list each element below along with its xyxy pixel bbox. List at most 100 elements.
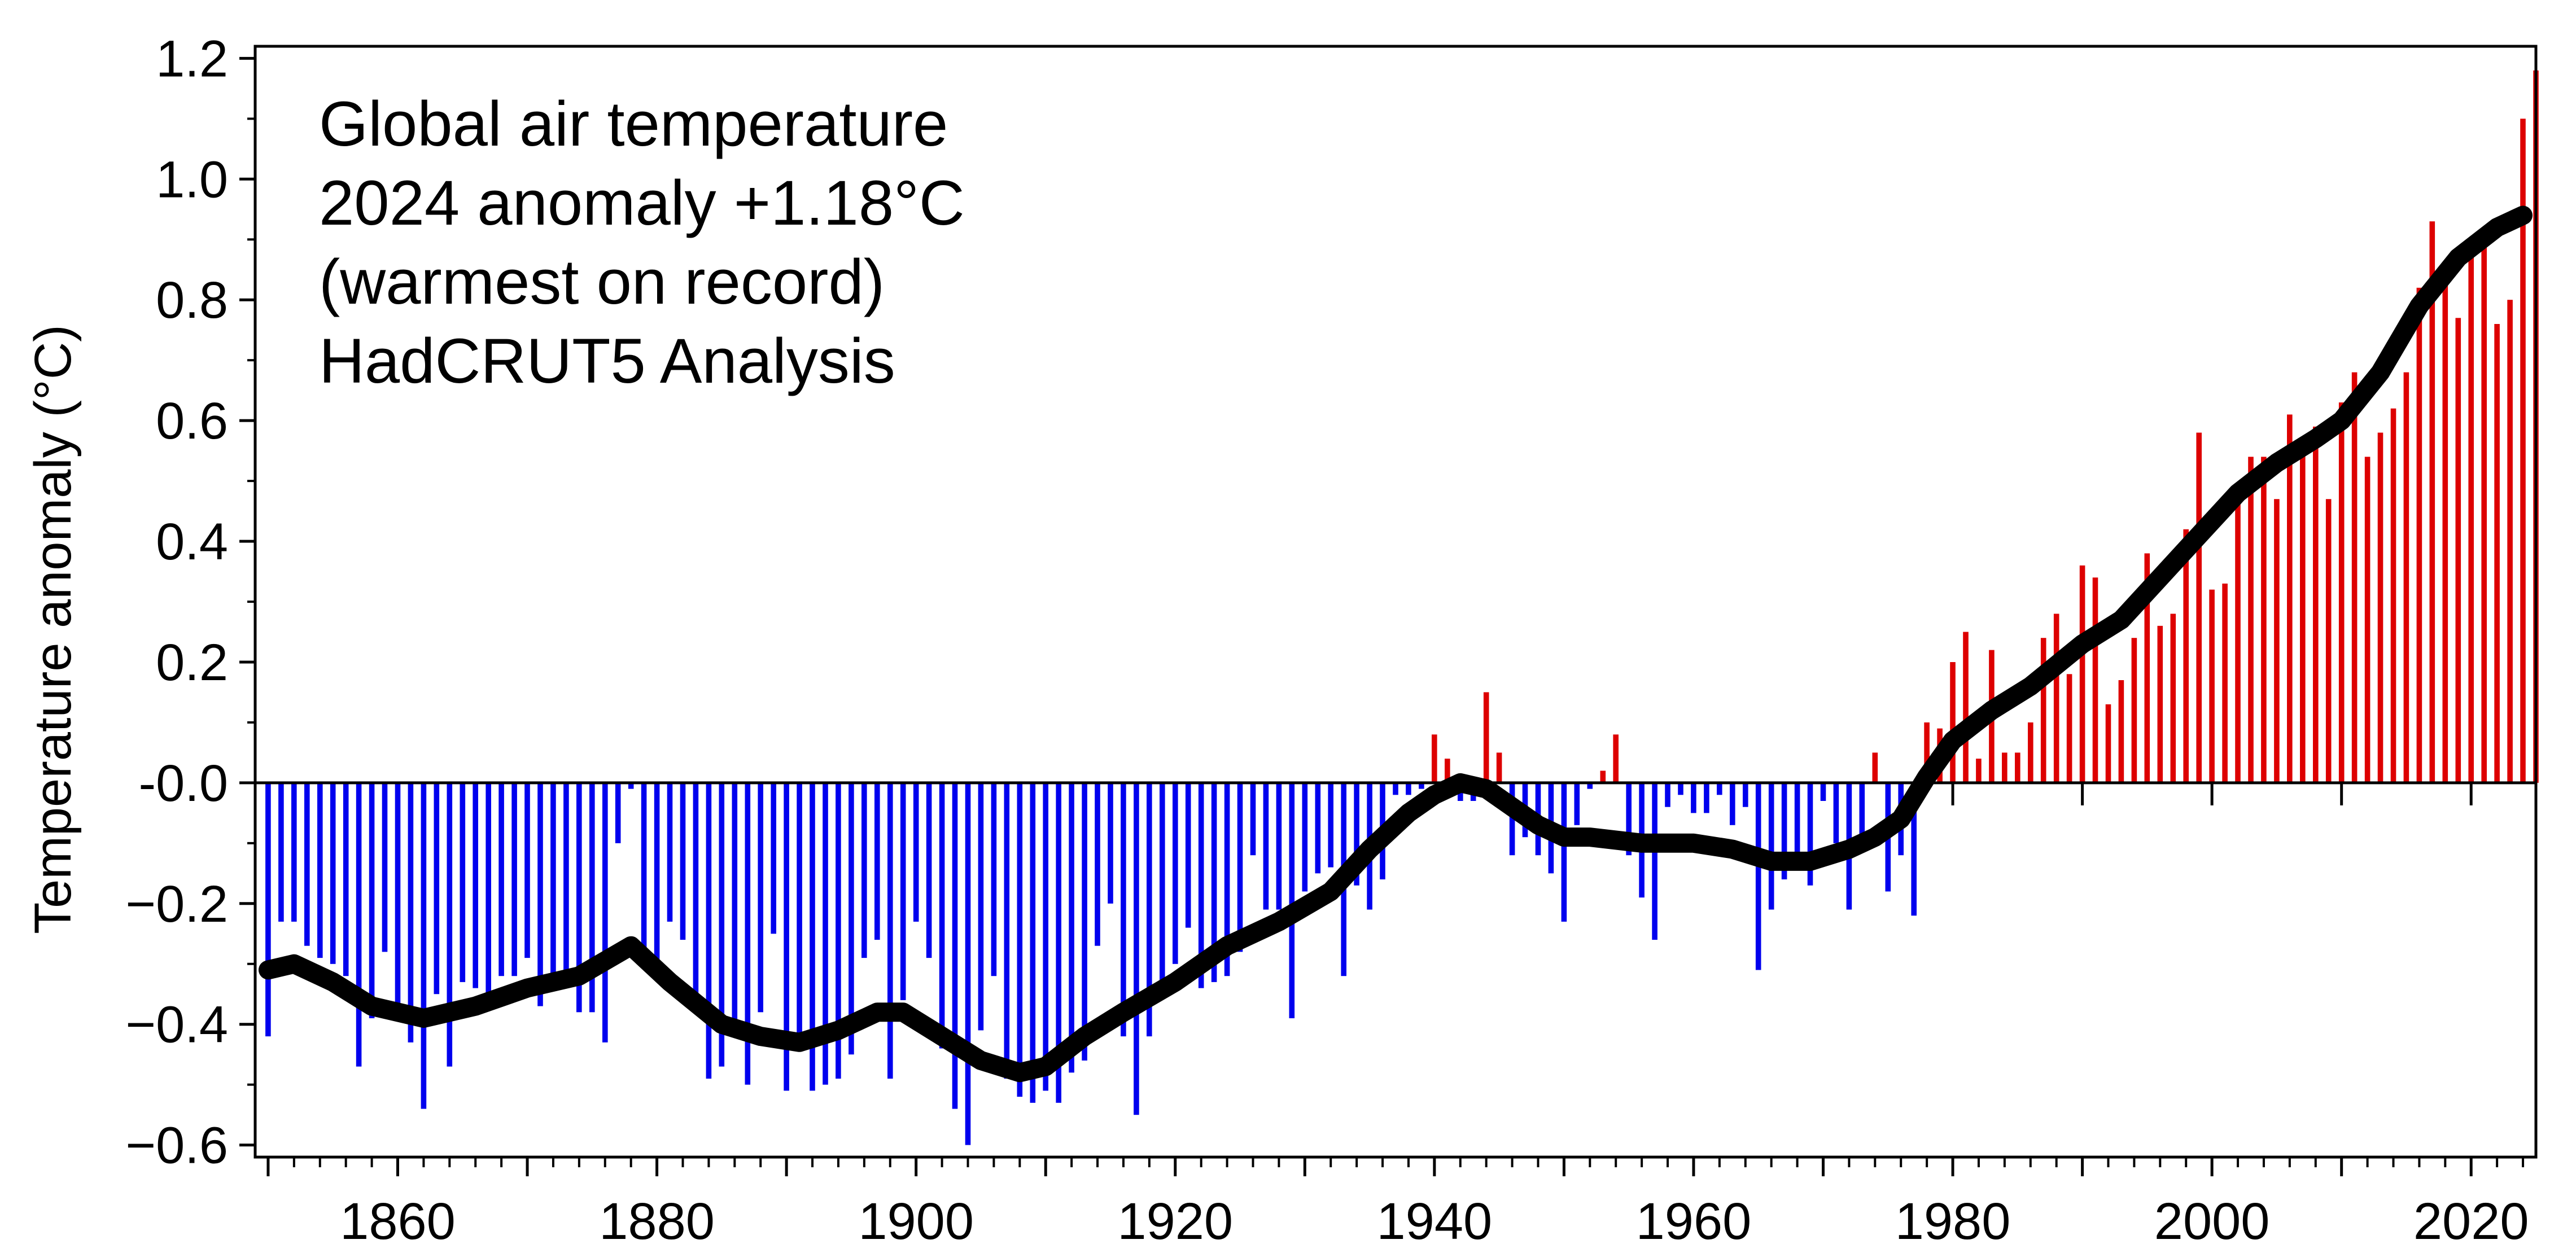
bar-1961 xyxy=(1704,782,1709,813)
bar-2004 xyxy=(2261,457,2267,783)
bar-1906 xyxy=(991,782,997,976)
y-tick-label: −0.6 xyxy=(125,1117,228,1175)
x-tick-label: 1920 xyxy=(1117,1193,1233,1250)
x-tick-label: 1980 xyxy=(1895,1193,2011,1250)
y-axis-title: Temperature anomaly (°C) xyxy=(24,325,82,934)
bar-1891 xyxy=(797,782,802,1037)
y-tick-label: 0.4 xyxy=(156,513,228,571)
bar-1874 xyxy=(576,782,582,1013)
bar-1886 xyxy=(732,782,738,1037)
x-tick-label: 1860 xyxy=(340,1193,456,1250)
bar-1878 xyxy=(628,782,634,789)
bar-1905 xyxy=(978,782,984,1031)
bar-1965 xyxy=(1755,782,1761,970)
y-tick-label: -0.0 xyxy=(138,755,228,812)
bar-1851 xyxy=(278,782,284,922)
bar-1855 xyxy=(330,782,336,964)
bar-2014 xyxy=(2390,408,2396,783)
bar-1999 xyxy=(2196,432,2202,783)
bar-1871 xyxy=(537,782,543,1006)
annotation-line-2: 2024 anomaly +1.18°C xyxy=(319,168,965,238)
bar-1857 xyxy=(356,782,362,1067)
bar-1889 xyxy=(771,782,776,934)
bar-1937 xyxy=(1393,782,1398,795)
bar-1995 xyxy=(2144,553,2150,783)
bar-1876 xyxy=(602,782,608,1043)
bar-1884 xyxy=(706,782,712,1079)
bar-1973 xyxy=(1859,782,1865,838)
bar-2003 xyxy=(2248,457,2254,783)
bar-1896 xyxy=(861,782,867,958)
bar-1916 xyxy=(1121,782,1126,1037)
bar-1970 xyxy=(1820,782,1826,801)
bar-1971 xyxy=(1833,782,1839,843)
bar-1960 xyxy=(1691,782,1696,813)
bar-1931 xyxy=(1315,782,1321,874)
bar-1928 xyxy=(1276,782,1282,910)
bar-1865 xyxy=(460,782,466,982)
bar-1938 xyxy=(1406,782,1411,795)
bar-1904 xyxy=(965,782,971,1145)
bar-1919 xyxy=(1160,782,1165,982)
bar-1861 xyxy=(408,782,414,1043)
bar-1873 xyxy=(563,782,569,970)
y-tick-label: 1.0 xyxy=(156,151,228,208)
bar-1925 xyxy=(1237,782,1243,952)
bar-1922 xyxy=(1198,782,1204,988)
bar-1980 xyxy=(1950,662,1956,783)
bar-1901 xyxy=(926,782,932,958)
bar-1969 xyxy=(1807,782,1813,886)
bar-2016 xyxy=(2416,287,2422,783)
bar-1856 xyxy=(343,782,349,976)
bar-2007 xyxy=(2300,439,2306,783)
bar-1982 xyxy=(1976,759,1982,783)
bar-1950 xyxy=(1561,782,1567,922)
bar-1909 xyxy=(1030,782,1036,1103)
bar-1941 xyxy=(1445,759,1450,783)
bar-2023 xyxy=(2507,300,2513,783)
bar-1897 xyxy=(874,782,880,940)
bar-2017 xyxy=(2429,221,2435,783)
bar-1860 xyxy=(395,782,401,1018)
bar-1898 xyxy=(887,782,893,1079)
bar-1863 xyxy=(434,782,440,995)
bar-1872 xyxy=(550,782,556,982)
y-tick-label: 1.2 xyxy=(156,30,228,87)
bar-1854 xyxy=(317,782,323,958)
bar-1997 xyxy=(2170,614,2176,783)
bar-1967 xyxy=(1781,782,1787,879)
bar-1984 xyxy=(2002,752,2008,783)
bar-1992 xyxy=(2105,704,2111,783)
bar-1988 xyxy=(2053,614,2059,783)
bar-1852 xyxy=(291,782,297,922)
bar-1940 xyxy=(1432,734,1437,783)
bar-2012 xyxy=(2364,457,2371,783)
annotation-line-3: (warmest on record) xyxy=(319,247,885,317)
bar-1994 xyxy=(2131,638,2137,783)
bar-1944 xyxy=(1483,692,1489,783)
bar-1899 xyxy=(900,782,906,1000)
bar-2018 xyxy=(2442,269,2448,783)
bar-1892 xyxy=(810,782,815,1091)
bar-1929 xyxy=(1289,782,1295,1018)
bar-1955 xyxy=(1626,782,1632,856)
bar-1951 xyxy=(1574,782,1580,825)
bar-2024 xyxy=(2520,119,2526,783)
bar-1923 xyxy=(1211,782,1217,982)
bar-1989 xyxy=(2066,674,2072,783)
bar-1894 xyxy=(836,782,841,1079)
smoothed-trend-line xyxy=(259,205,2533,1083)
bar-1926 xyxy=(1250,782,1256,856)
bar-1962 xyxy=(1717,782,1722,795)
y-tick-label: 0.2 xyxy=(156,634,228,691)
bar-1912 xyxy=(1069,782,1074,1073)
bar-1954 xyxy=(1613,734,1619,783)
bar-1953 xyxy=(1600,770,1606,783)
bar-1870 xyxy=(524,782,530,958)
bar-1862 xyxy=(421,782,427,1109)
bar-1963 xyxy=(1730,782,1735,825)
annotation-line-1: Global air temperature xyxy=(319,89,948,159)
bar-1918 xyxy=(1147,782,1152,1037)
bar-1959 xyxy=(1678,782,1683,795)
bar-1879 xyxy=(641,782,647,964)
